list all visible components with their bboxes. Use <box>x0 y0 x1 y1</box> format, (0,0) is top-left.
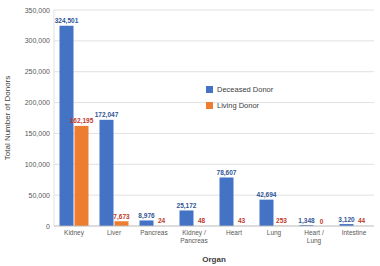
bar <box>100 120 114 226</box>
data-label: 78,607 <box>217 169 237 177</box>
grid-line <box>54 226 374 227</box>
bar <box>220 177 234 226</box>
y-tick-label: 150,000 <box>25 130 50 137</box>
bar <box>180 210 194 226</box>
data-label: 25,172 <box>177 202 197 210</box>
y-axis <box>54 10 55 226</box>
x-tick-label-line: Lung <box>267 229 282 237</box>
data-label: 42,694 <box>257 191 277 199</box>
bar <box>140 220 154 226</box>
bar <box>115 221 129 226</box>
x-axis-title: Organ <box>202 255 226 264</box>
y-tick-label: 0 <box>46 223 50 230</box>
x-tick-label-line: Liver <box>107 229 122 236</box>
bar <box>260 200 274 226</box>
y-tick-label: 200,000 <box>25 99 50 106</box>
data-label: 8,976 <box>138 212 155 220</box>
grid-line <box>54 71 374 72</box>
x-tick-label: Lung <box>267 229 282 237</box>
x-tick-label-line: Heart / <box>304 229 324 236</box>
data-label: 324,501 <box>55 17 79 25</box>
x-tick-label-line: Lung <box>307 237 322 245</box>
x-tick-label-line: Kidney <box>64 229 85 237</box>
data-label: 0 <box>320 218 324 225</box>
data-labels: 324,501 172,047 8,976 25,172 78,607 42,694 1,3… <box>55 17 366 224</box>
data-label: 3,120 <box>338 216 355 224</box>
y-tick-label: 100,000 <box>25 161 50 168</box>
x-tick-label-line: Pancreas <box>140 229 168 236</box>
bar <box>60 26 74 226</box>
legend-label: Deceased Donor <box>217 85 274 94</box>
x-tick-label-line: Heart <box>226 229 242 236</box>
x-axis <box>54 226 374 227</box>
bar <box>75 126 89 226</box>
x-tick-label: Heart /Lung <box>304 229 324 245</box>
legend: Deceased Donor Living Donor <box>206 85 274 110</box>
grid-line <box>54 10 374 11</box>
x-tick-label: Liver <box>107 229 122 236</box>
y-axis-title: Total Number of Donors <box>3 76 12 160</box>
x-tick-label: Intestine <box>342 229 367 236</box>
data-label: 43 <box>238 217 246 224</box>
data-label: 162,195 <box>70 117 94 125</box>
data-label: 24 <box>158 217 166 224</box>
data-label: 253 <box>276 217 287 224</box>
y-tick-label: 50,000 <box>29 192 51 199</box>
x-tick-label: Heart <box>226 229 242 236</box>
data-label: 44 <box>358 217 366 224</box>
grid-line <box>54 102 374 103</box>
legend-label: Living Donor <box>217 101 260 110</box>
data-label: 1,348 <box>298 217 315 225</box>
bars <box>60 26 369 226</box>
y-tick-label: 350,000 <box>25 7 50 14</box>
data-label: 172,047 <box>95 111 119 119</box>
chart: 0 50,000 100,000 150,000 200,000 250,000 300,0… <box>0 0 380 266</box>
y-tick-label: 250,000 <box>25 68 50 75</box>
x-tick-label: Kidney /Pancreas <box>180 229 208 244</box>
x-tick-label-line: Pancreas <box>180 237 208 244</box>
x-tick-label-line: Intestine <box>342 229 367 236</box>
data-label: 7,673 <box>113 213 130 221</box>
data-label: 48 <box>198 217 206 224</box>
x-tick-label: Kidney <box>64 229 85 237</box>
legend-swatch <box>206 102 213 109</box>
grid-line <box>54 40 374 41</box>
legend-swatch <box>206 86 213 93</box>
y-tick-label: 300,000 <box>25 37 50 44</box>
x-tick-label: Pancreas <box>140 229 168 236</box>
